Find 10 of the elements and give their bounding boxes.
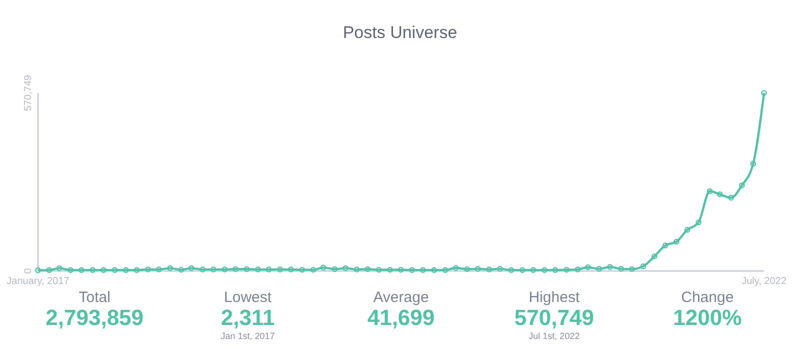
x-tick-label: July, 2022 <box>742 276 787 287</box>
text: Lowest 2,311 Jan 1st, 2017 <box>220 289 275 341</box>
text: Change 1200% <box>673 289 742 330</box>
text: Highest 570,749 Jul 1st, 2022 <box>514 289 594 341</box>
y-tick-label: 0 <box>23 268 34 274</box>
y-tick-label: 570,749 <box>23 74 34 112</box>
x-tick-label: January, 2017 <box>6 276 70 287</box>
chart-title: Posts Universe <box>342 23 458 42</box>
text: Average 41,699 <box>367 289 435 330</box>
text: Total 2,793,859 <box>46 289 144 330</box>
